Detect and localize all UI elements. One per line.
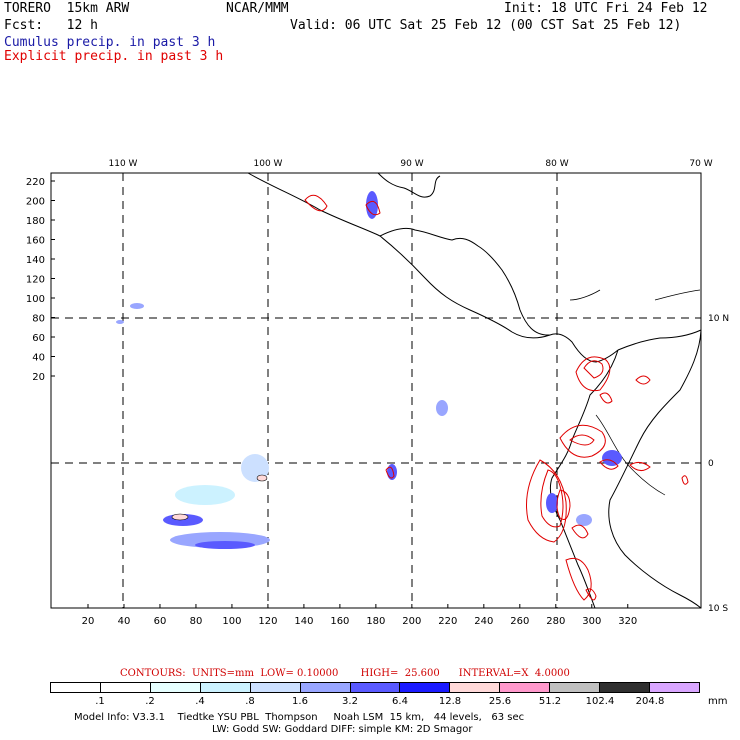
- y-tick-100: 100: [26, 294, 45, 305]
- y-tick-140: 140: [26, 255, 45, 266]
- graticule: [51, 173, 701, 608]
- color-bar-level: 204.8: [635, 696, 665, 707]
- model-info: Model Info: V3.3.1 Tiedtke YSU PBL Thomp…: [74, 712, 525, 723]
- lon-label-90w: 90 W: [400, 159, 423, 169]
- y-tick-200: 200: [26, 197, 45, 208]
- x-tick-180: 180: [366, 616, 385, 627]
- lat-label-10s: 10 S: [708, 604, 728, 614]
- model-physics: LW: Godd SW: Goddard DIFF: simple KM: 2D…: [212, 724, 473, 735]
- y-tick-120: 120: [26, 275, 45, 286]
- color-bar-swatch: [400, 683, 451, 692]
- x-tick-labels: 20 40 60 80 100 120 140 160 180 200 220 240 260 280 30…: [82, 604, 637, 627]
- x-tick-120: 120: [258, 616, 277, 627]
- lon-label-80w: 80 W: [545, 159, 568, 169]
- color-bar-swatch: [250, 683, 301, 692]
- color-bar-swatch: [650, 683, 699, 692]
- color-bar-level: .2: [145, 696, 155, 707]
- organization-label: NCAR/MMM: [226, 1, 289, 16]
- valid-time: Valid: 06 UTC Sat 25 Feb 12 (00 CST Sat …: [290, 18, 682, 33]
- color-bar-level: 3.2: [342, 696, 358, 707]
- color-bar-swatch: [150, 683, 201, 692]
- color-bar-level: .4: [195, 696, 205, 707]
- color-bar-swatch: [350, 683, 401, 692]
- y-tick-220: 220: [26, 177, 45, 188]
- y-tick-20: 20: [32, 372, 45, 383]
- color-bar-level: 1.6: [292, 696, 308, 707]
- color-bar-level: 25.6: [488, 696, 512, 707]
- map-art: [50, 172, 702, 609]
- x-tick-300: 300: [582, 616, 601, 627]
- y-tick-160: 160: [26, 236, 45, 247]
- x-tick-320: 320: [618, 616, 637, 627]
- color-bar-swatch: [51, 683, 101, 692]
- color-bar-swatch: [600, 683, 651, 692]
- forecast-hour: Fcst: 12 h: [4, 18, 98, 33]
- lon-label-110w: 110 W: [109, 159, 138, 169]
- model-name: TORERO 15km ARW: [4, 1, 130, 16]
- lon-label-100w: 100 W: [254, 159, 283, 169]
- x-tick-260: 260: [510, 616, 529, 627]
- color-bar-swatch: [300, 683, 351, 692]
- y-tick-80: 80: [32, 314, 45, 325]
- color-bar-swatch: [500, 683, 551, 692]
- y-tick-60: 60: [32, 333, 45, 344]
- color-bar-level: 102.4: [585, 696, 615, 707]
- color-bar-labels: .1 .2 .4 .8 1.6 3.2 6.4 12.8 25.6 51.2 102.4 204.8: [50, 696, 700, 708]
- x-tick-20: 20: [82, 616, 95, 627]
- lat-label-0: 0: [708, 459, 714, 469]
- x-tick-280: 280: [546, 616, 565, 627]
- x-tick-40: 40: [118, 616, 131, 627]
- explicit-precip-label: Explicit precip. in past 3 h: [4, 49, 224, 64]
- color-bar-level: 51.2: [538, 696, 562, 707]
- x-tick-60: 60: [154, 616, 167, 627]
- x-tick-220: 220: [438, 616, 457, 627]
- lat-label-10n: 10 N: [708, 314, 729, 324]
- x-tick-100: 100: [222, 616, 241, 627]
- contour-info: CONTOURS: UNITS=mm LOW= 0.10000 HIGH= 25…: [120, 668, 570, 679]
- lon-label-70w: 70 W: [689, 159, 712, 169]
- color-bar-level: 12.8: [438, 696, 462, 707]
- x-tick-200: 200: [402, 616, 421, 627]
- y-tick-40: 40: [32, 353, 45, 364]
- init-time: Init: 18 UTC Fri 24 Feb 12: [504, 1, 708, 16]
- color-bar-swatch: [100, 683, 151, 692]
- y-tick-labels: 220 200 180 160 140 120 100 80 60 40 20: [26, 177, 55, 383]
- color-bar-level: .8: [245, 696, 255, 707]
- map-frame: [50, 172, 702, 609]
- y-tick-180: 180: [26, 216, 45, 227]
- color-bar-swatch: [200, 683, 251, 692]
- color-bar-unit: mm: [708, 696, 728, 707]
- color-bar-level: .1: [95, 696, 105, 707]
- x-tick-140: 140: [294, 616, 313, 627]
- axis-labels: 110 W 100 W 90 W 80 W 70 W 10 N 0 10 S: [109, 159, 730, 614]
- explicit-precip-contours: [304, 194, 689, 601]
- x-tick-160: 160: [330, 616, 349, 627]
- coastlines: [247, 172, 702, 609]
- color-bar: [50, 682, 700, 693]
- color-bar-swatch: [450, 683, 501, 692]
- color-bar-level: 6.4: [392, 696, 408, 707]
- x-tick-240: 240: [474, 616, 493, 627]
- x-tick-80: 80: [190, 616, 203, 627]
- cumulus-precip-areas: [116, 191, 622, 549]
- color-bar-swatch: [550, 683, 601, 692]
- cumulus-precip-label: Cumulus precip. in past 3 h: [4, 35, 216, 50]
